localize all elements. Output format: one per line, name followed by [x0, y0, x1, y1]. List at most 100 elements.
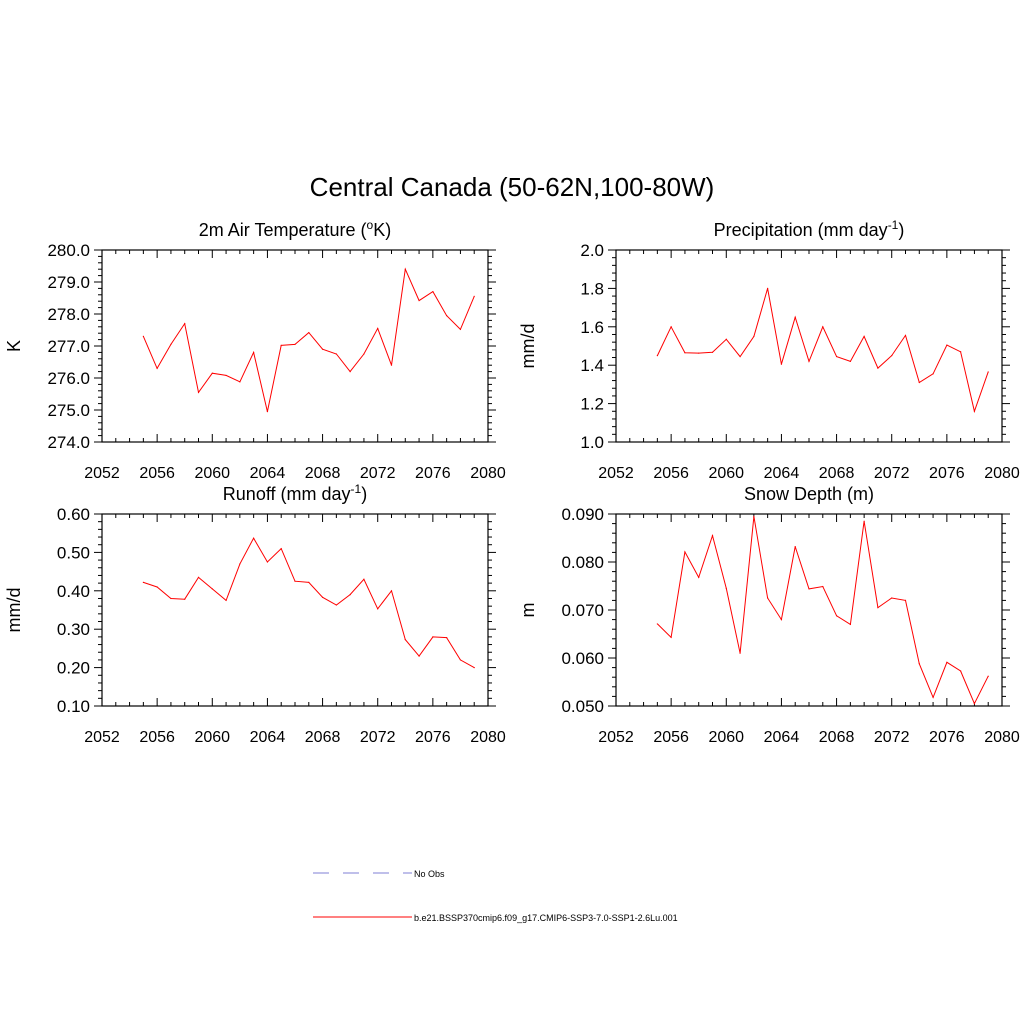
- y-tick-label: 277.0: [47, 337, 90, 356]
- x-tick-label: 2072: [874, 465, 910, 482]
- y-tick-label: 279.0: [47, 273, 90, 292]
- data-point: [473, 295, 475, 297]
- x-tick-label: 2080: [470, 729, 506, 746]
- data-point: [960, 351, 962, 353]
- y-tick-label: 0.10: [57, 697, 90, 716]
- data-point: [349, 594, 351, 596]
- data-point: [156, 586, 158, 588]
- y-tick-label: 0.090: [561, 505, 604, 524]
- x-tick-label: 2068: [305, 729, 341, 746]
- data-point: [711, 351, 714, 353]
- data-point: [918, 663, 920, 665]
- data-point: [863, 335, 865, 337]
- data-point: [932, 373, 934, 375]
- x-tick-label: 2080: [984, 729, 1020, 746]
- plot-frame: [101, 249, 489, 443]
- data-point: [863, 520, 865, 522]
- x-tick-label: 2060: [194, 465, 230, 482]
- y-tick-label: 0.50: [57, 543, 90, 562]
- data-point: [684, 352, 686, 354]
- y-tick-label: 0.080: [561, 553, 604, 572]
- x-tick-label: 2072: [874, 729, 910, 746]
- data-point: [321, 596, 324, 598]
- data-point: [973, 410, 976, 412]
- data-point: [211, 372, 213, 374]
- data-point: [780, 363, 783, 365]
- data-point: [767, 287, 769, 289]
- data-point: [363, 353, 365, 355]
- data-point: [684, 551, 686, 553]
- series-line: [142, 267, 475, 412]
- y-tick-label: 1.2: [580, 395, 604, 414]
- data-point: [418, 299, 420, 302]
- data-point: [294, 580, 296, 582]
- panel-title: 2m Air Temperature (oK): [199, 218, 391, 240]
- y-tick-label: 276.0: [47, 369, 90, 388]
- data-point: [377, 608, 379, 610]
- data-point: [363, 578, 365, 580]
- data-point: [225, 374, 227, 377]
- data-point: [656, 623, 658, 625]
- data-point: [459, 659, 462, 661]
- x-tick-label: 2060: [708, 465, 744, 482]
- plot-frame: [615, 249, 1003, 443]
- panel-title: Runoff (mm day-1): [223, 482, 367, 504]
- data-point: [377, 327, 379, 329]
- data-point: [197, 576, 200, 578]
- x-tick-label: 2068: [819, 729, 855, 746]
- x-tick-label: 2068: [305, 465, 341, 482]
- y-tick-label: 274.0: [47, 433, 90, 452]
- data-point: [670, 326, 672, 328]
- data-point: [808, 360, 810, 362]
- data-point: [987, 675, 989, 677]
- panel-runoff: Runoff (mm day-1) mm/d 2052 2056 2060 2064 206…: [4, 482, 506, 746]
- data-point: [877, 607, 879, 609]
- data-point: [739, 652, 741, 654]
- data-point: [294, 343, 296, 345]
- x-tick-label: 2056: [139, 465, 175, 482]
- data-point: [184, 598, 186, 600]
- x-tick-label: 2080: [470, 465, 506, 482]
- x-tick-label: 2076: [929, 465, 965, 482]
- series-line: [657, 516, 989, 705]
- y-tick-label: 0.40: [57, 582, 90, 601]
- data-point: [335, 353, 337, 355]
- data-point: [170, 343, 172, 345]
- data-point: [266, 411, 269, 413]
- series-line: [143, 537, 475, 669]
- data-point: [266, 561, 269, 563]
- panel-title: Precipitation (mm day-1): [714, 218, 905, 240]
- data-point: [156, 367, 158, 369]
- y-tick-label: 275.0: [47, 401, 90, 420]
- y-tick-label: 278.0: [47, 305, 90, 324]
- data-point: [239, 381, 241, 383]
- panel-snow-depth: Snow Depth (m) m 2052 2056 2060 2064 2068 2072 2…: [518, 484, 1020, 746]
- x-tick-label: 2052: [598, 465, 634, 482]
- data-point: [918, 381, 920, 384]
- data-point: [335, 604, 337, 606]
- y-tick-label: 2.0: [580, 241, 604, 260]
- data-point: [446, 637, 448, 639]
- x-tick-label: 2052: [84, 465, 120, 482]
- data-point: [822, 585, 824, 588]
- data-point: [960, 670, 962, 672]
- y-axis-label: mm/d: [4, 588, 24, 633]
- x-tick-label: 2080: [984, 465, 1020, 482]
- data-point: [794, 546, 796, 548]
- data-point: [432, 291, 434, 293]
- legend-model-label: b.e21.BSSP370cmip6.f09_g17.CMIP6-SSP3-7.…: [414, 913, 678, 923]
- data-point: [170, 597, 172, 600]
- data-point: [739, 355, 741, 358]
- data-point: [698, 352, 700, 354]
- y-tick-label: 0.050: [561, 697, 604, 716]
- y-tick-label: 0.060: [561, 649, 604, 668]
- x-tick-label: 2064: [250, 465, 286, 482]
- y-tick-label: 0.60: [57, 505, 90, 524]
- data-point: [253, 537, 255, 539]
- x-tick-label: 2076: [929, 729, 965, 746]
- data-point: [932, 696, 934, 698]
- data-point: [780, 619, 783, 621]
- plot-frame: [615, 513, 1003, 707]
- y-axis-label: mm/d: [518, 324, 538, 369]
